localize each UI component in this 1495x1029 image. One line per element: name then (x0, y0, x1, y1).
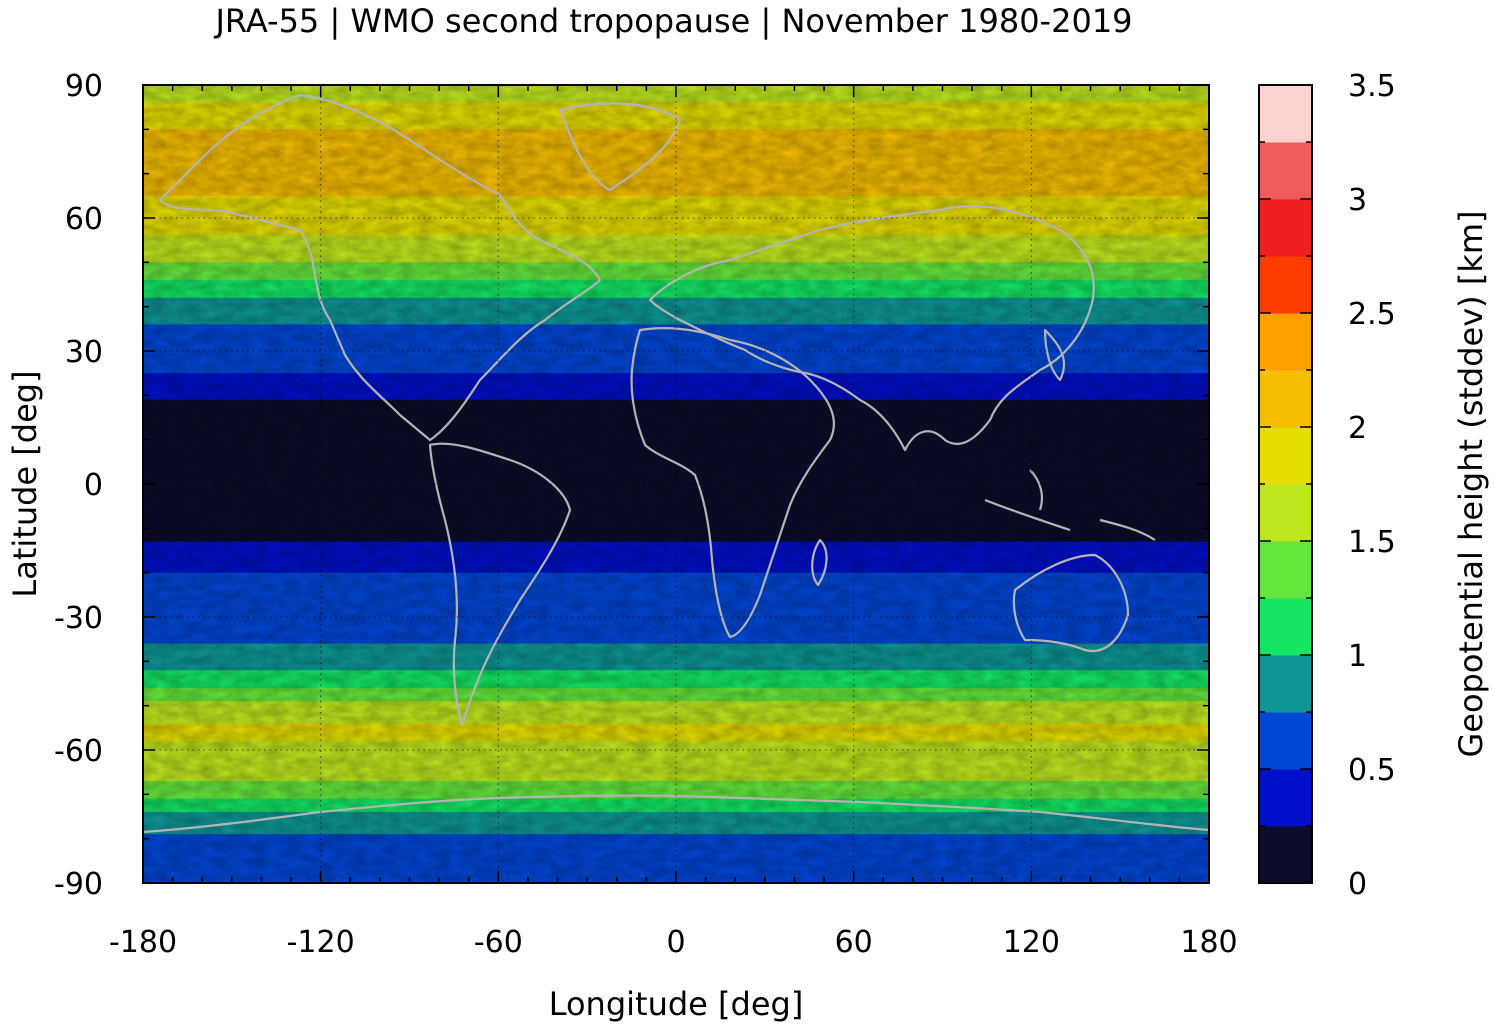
colorbar-tick-label: 3 (1348, 183, 1367, 218)
x-tick-label: 180 (1180, 925, 1237, 960)
x-tick-label: 120 (1003, 925, 1060, 960)
coast-japan (1043, 328, 1066, 382)
x-tick-label: -60 (474, 925, 523, 960)
chart-title: JRA-55 | WMO second tropopause | Novembe… (213, 2, 1132, 40)
colorbar-swatch (1259, 712, 1312, 770)
colorbar-tick-label: 3.5 (1348, 69, 1396, 104)
y-tick-label: -30 (54, 601, 103, 636)
coast-madagascar (811, 538, 828, 587)
coast-south-america (428, 442, 572, 727)
y-tick-label: 60 (65, 202, 103, 237)
colorbar-tick-label: 0 (1348, 867, 1367, 902)
colorbar-swatch (1259, 370, 1312, 428)
y-tick-label: 0 (84, 468, 103, 503)
x-tick-label: -120 (287, 925, 355, 960)
colorbar-swatch (1259, 541, 1312, 599)
y-tick-label: 90 (65, 69, 103, 104)
colorbar-swatch (1259, 199, 1312, 257)
x-tick-labels: -180 -120 -60 0 60 120 180 (109, 925, 1238, 960)
colorbar-swatch (1259, 142, 1312, 200)
coast-indonesia (984, 469, 1156, 541)
x-axis-label: Longitude [deg] (549, 985, 804, 1023)
grid-lines (143, 85, 1209, 883)
colorbar-tick-label: 1 (1348, 639, 1367, 674)
coast-antarctica (143, 794, 1209, 834)
colorbar-swatch (1259, 826, 1312, 884)
x-tick-label: 0 (666, 925, 685, 960)
coast-greenland (558, 102, 682, 192)
coast-europe-asia (648, 204, 1095, 452)
colorbar-swatch (1259, 484, 1312, 542)
coast-australia (1012, 553, 1130, 653)
y-tick-label: -60 (54, 734, 103, 769)
y-axis-label: Latitude [deg] (6, 370, 44, 597)
colorbar-tick-labels: 0 0.5 1 1.5 2 2.5 3 3.5 (1348, 69, 1396, 902)
colorbar-swatch (1259, 655, 1312, 713)
colorbar-swatch (1259, 256, 1312, 314)
colorbar-swatch (1259, 313, 1312, 371)
y-tick-label: 30 (65, 335, 103, 370)
colorbar-swatch (1259, 427, 1312, 485)
coast-north-america (158, 93, 602, 442)
colorbar-tick-label: 0.5 (1348, 753, 1396, 788)
y-tick-label: -90 (54, 867, 103, 902)
colorbar-swatch (1259, 598, 1312, 656)
x-tick-label: -180 (109, 925, 177, 960)
colorbar-label: Geopotential height (stddev) [km] (1452, 210, 1490, 757)
colorbar-ticks (1259, 84, 1312, 884)
axis-ticks (142, 84, 1210, 884)
coastlines (143, 93, 1209, 834)
coast-africa (630, 326, 835, 639)
colorbar-tick-label: 1.5 (1348, 525, 1396, 560)
x-tick-label: 60 (835, 925, 873, 960)
colorbar (1259, 85, 1312, 884)
colorbar-tick-label: 2.5 (1348, 297, 1396, 332)
plot-area (143, 85, 1209, 883)
colorbar-swatch (1259, 85, 1312, 143)
y-tick-labels: 90 60 30 0 -30 -60 -90 (54, 69, 103, 902)
colorbar-tick-label: 2 (1348, 411, 1367, 446)
colorbar-swatch (1259, 769, 1312, 827)
